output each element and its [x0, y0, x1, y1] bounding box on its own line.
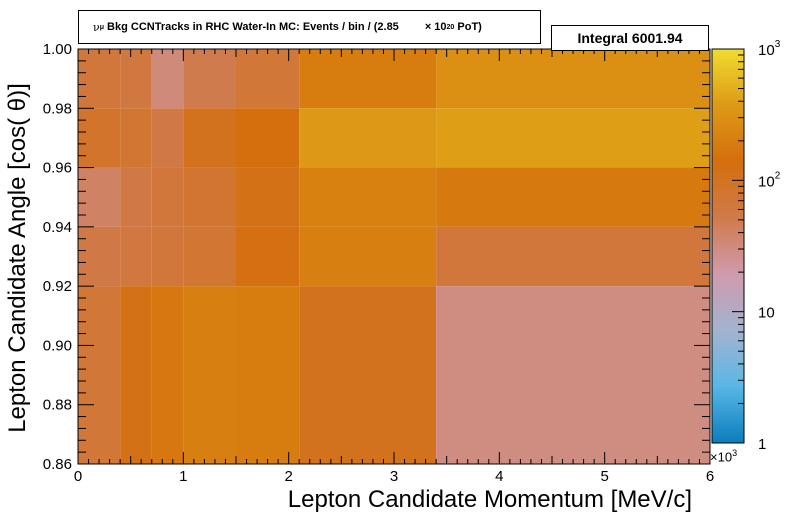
x-tick-label: 1: [179, 468, 187, 485]
z-tick-label: 102: [758, 170, 781, 190]
x-tick-label: 6: [706, 468, 714, 485]
nu-subscript: μ: [99, 23, 104, 31]
x-axis-label: Lepton Candidate Momentum [MeV/c]: [287, 486, 692, 513]
heatmap-bin: [120, 226, 152, 287]
heatmap-bin: [236, 108, 300, 168]
heatmap-bin: [183, 108, 236, 168]
z-tick-label: 1: [758, 436, 766, 453]
heatmap-bin: [436, 49, 710, 109]
heatmap-bin: [120, 286, 152, 464]
heatmap-bin: [299, 226, 437, 287]
y-tick-label: 0.86: [43, 456, 72, 473]
heatmap-bin: [78, 286, 121, 464]
heatmap-bin: [299, 49, 437, 109]
y-tick-label: 0.92: [43, 278, 72, 295]
heatmap-bin: [183, 286, 236, 464]
heatmap-bin: [78, 167, 121, 227]
heatmap-bin: [236, 226, 300, 287]
nu-symbol: ν: [93, 20, 100, 34]
title-exponent: 20: [446, 23, 455, 31]
integral-box: Integral 6001.94: [551, 25, 709, 51]
title-tail: PoT): [454, 21, 482, 33]
heatmap-bin: [436, 226, 710, 287]
y-axis-label: Lepton Candidate Angle [cos( θ)]: [4, 83, 31, 433]
heatmap-bin: [299, 286, 437, 464]
heatmap-bin: [183, 167, 236, 227]
heatmap-bin: [299, 108, 437, 168]
heatmap-bin: [120, 167, 152, 227]
y-tick-label: 0.88: [43, 397, 72, 414]
z-tick-label: 10: [758, 305, 775, 322]
heatmap-bin: [183, 49, 236, 109]
title-text: Bkg CCNTracks in RHC Water-In MC: Events…: [103, 21, 399, 33]
y-tick-label: 0.94: [43, 219, 72, 236]
heatmap-bin: [151, 286, 184, 464]
z-tick-exponent: 3: [775, 39, 781, 50]
heatmap-bin: [236, 286, 300, 464]
x-tick-label: 2: [284, 468, 292, 485]
heatmap-bin: [299, 167, 437, 227]
title-times: × 10: [424, 21, 447, 33]
heatmap-bin: [120, 108, 152, 168]
x-axis-multiplier: ×103: [710, 448, 738, 465]
heatmap-bin: [151, 108, 184, 168]
color-palette-frame: [711, 48, 745, 444]
axes: 0 1 2 3 4 5 6 0.86 0.88 0.90 0.92 0.94 0.96 0.98 1.00: [43, 41, 714, 485]
heatmap-bin: [151, 226, 184, 287]
x-tick-label: 3: [390, 468, 398, 485]
heatmap-bin: [436, 108, 710, 168]
heatmap-bin: [78, 49, 121, 109]
heatmap-bin: [183, 226, 236, 287]
heatmap-bin: [120, 49, 152, 109]
heatmap-bin: [78, 226, 121, 287]
x-tick-label: 0: [74, 468, 82, 485]
heatmap-bin: [151, 49, 184, 109]
x-tick-label: 5: [600, 468, 608, 485]
z-tick-label: 103: [758, 39, 781, 59]
y-tick-label: 0.96: [43, 160, 72, 177]
heatmap-bin: [151, 167, 184, 227]
heatmap-bin: [236, 167, 300, 227]
heatmap-bin: [78, 108, 121, 168]
x-tick-label: 4: [495, 468, 503, 485]
heatmap-bin: [436, 167, 710, 227]
heatmap-bin: [436, 286, 710, 464]
y-tick-label: 0.98: [43, 100, 72, 117]
z-tick-exponent: 2: [775, 170, 781, 181]
heatmap-bins: [78, 49, 710, 464]
y-tick-label: 0.90: [43, 337, 72, 354]
color-palette-bar: [712, 49, 744, 443]
y-tick-label: 1.00: [43, 41, 72, 58]
heatmap-bin: [236, 49, 300, 109]
